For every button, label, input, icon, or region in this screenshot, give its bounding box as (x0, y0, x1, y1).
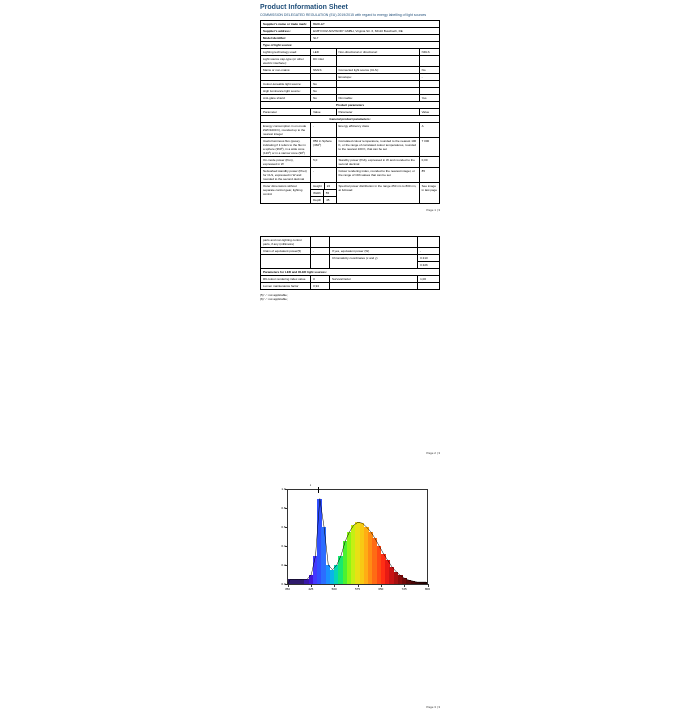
cell (419, 81, 439, 88)
cell: Yes (419, 95, 439, 102)
cell: - (419, 74, 439, 81)
cell (336, 81, 419, 88)
page-3: λ 1.00.80.60.40.20.035042550057565072580… (260, 477, 440, 711)
cell: Lumen maintenance factor (261, 283, 311, 290)
model-id-label: Model identifier: (261, 35, 311, 42)
type-head: Type of light source: (261, 42, 440, 49)
cell: - (418, 248, 440, 255)
cell: Lighting technology used: (261, 49, 311, 56)
doc-subtitle: COMMISSION DELEGATED REGULATION (EU) 201… (260, 13, 440, 17)
cell: 45 (324, 197, 336, 203)
cell: NMLS (311, 67, 336, 74)
cell: Height (311, 183, 324, 189)
cell: Correlated colour temperature, rounded t… (336, 138, 419, 157)
supplier-addr-label: Supplier's address: (261, 28, 311, 35)
cell: High luminance light source: (261, 88, 311, 95)
cell: Claim of equivalent power(5) (261, 248, 311, 255)
cell: 5,0 (311, 157, 336, 168)
cell: Depth (311, 197, 324, 203)
cell: parts and non-lighting control parts, if… (261, 237, 311, 248)
cell: 850 in Sphere (360º) (311, 138, 336, 157)
page-2: parts and non-lighting control parts, if… (260, 234, 440, 457)
cell: Light source cap-type (or other electric… (261, 56, 311, 67)
cell: Dimmable: (336, 95, 419, 102)
cell: Energy consumption in on-mode kWh/1000 h… (261, 123, 311, 138)
header-table: Supplier's name or trade mark:BERLET Sup… (260, 20, 440, 204)
page2-table: parts and non-lighting control parts, if… (260, 236, 440, 290)
cell: NDLS (419, 49, 439, 56)
cell: 0,94 (311, 283, 330, 290)
cell: 0,00 (419, 157, 439, 168)
footnotes: (5) '-': not applicable; (6) '-': not ap… (260, 293, 440, 301)
page-number: Page 1 | 3 (260, 208, 440, 212)
cell: Survival factor (330, 276, 418, 283)
cell: See image in last page (419, 183, 439, 204)
supplier-name: BERLET (311, 21, 440, 28)
cell: 0.326 (418, 262, 439, 269)
cell: 7 000 (419, 138, 439, 157)
cell (261, 74, 311, 81)
cell: Anti-glare shield: (261, 95, 311, 102)
cell: On-mode power (Pon), expressed in W (261, 157, 311, 168)
cell: A (419, 123, 439, 138)
cell: No (311, 95, 336, 102)
cell: Chromaticity coordinates (x and y) (330, 255, 418, 269)
cell (419, 56, 439, 67)
supplier-addr: EUBYOOZ ADVISORY GMBH, Virginia Str. 6, … (311, 28, 440, 35)
cell: Non-directional or directional: (336, 49, 419, 56)
cell: Envelope: (336, 74, 419, 81)
cell: Networked standby power (Pnet) for CLS, … (261, 168, 311, 183)
cell: Useful luminous flux (φuse), indicating … (261, 138, 311, 157)
cell: - (311, 248, 330, 255)
cell: No (311, 88, 336, 95)
page-1: Product Information Sheet COMMISSION DEL… (260, 0, 440, 214)
cell (418, 283, 440, 290)
cell: Colour-tuneable light source: (261, 81, 311, 88)
cell: No (419, 67, 439, 74)
cell (419, 88, 439, 95)
cell (336, 88, 419, 95)
cell: DC inlet (311, 56, 336, 67)
cell (311, 74, 336, 81)
cell: - (311, 123, 336, 138)
cell: Connected light source (CLS): (336, 67, 419, 74)
cell: Standby power (Psb), expressed in W and … (336, 157, 419, 168)
cell: Value (311, 109, 336, 116)
cell: R9 colour rendering index value (261, 276, 311, 283)
cell (311, 255, 330, 269)
cell: 0 (311, 276, 330, 283)
prod-param-head: Product parameters (261, 102, 440, 109)
arrow-label: λ (310, 484, 311, 487)
cell: Mains or non-mains: (261, 67, 311, 74)
cell: Colour rendering index, rounded to the n… (336, 168, 419, 183)
model-id: SL7 (311, 35, 440, 42)
page-number: Page 3 | 3 (260, 705, 440, 709)
supplier-name-label: Supplier's name or trade mark: (261, 21, 311, 28)
doc-title: Product Information Sheet (260, 4, 440, 11)
cell: Width (311, 190, 323, 196)
cell: Energy efficiency class (336, 123, 419, 138)
cell: 85 (419, 168, 439, 183)
cell (330, 283, 418, 290)
cell: No (311, 81, 336, 88)
cell (336, 56, 419, 67)
cell: Parameter (261, 109, 311, 116)
cell: - (311, 168, 336, 183)
cell: If yes, equivalent power (W) (330, 248, 418, 255)
footnote: (6) '-': not applicable; (260, 297, 440, 301)
cell: 22 (324, 183, 335, 189)
cell (261, 255, 311, 269)
cell: Outer dimensions without separate contro… (261, 183, 311, 204)
cell: Parameter (336, 109, 419, 116)
cell: Value (419, 109, 439, 116)
cell: 1,00 (418, 276, 440, 283)
cell: Spectral power distribution in the range… (336, 183, 419, 204)
led-head: Parameters for LED and OLED light source… (261, 269, 440, 276)
page-number: Page 2 | 3 (260, 451, 440, 455)
cell: LED (311, 49, 336, 56)
cell: 55 (323, 190, 335, 196)
gen-param-head: General product parameters: (261, 116, 440, 123)
spectral-chart: λ 1.00.80.60.40.20.035042550057565072580… (273, 489, 428, 585)
